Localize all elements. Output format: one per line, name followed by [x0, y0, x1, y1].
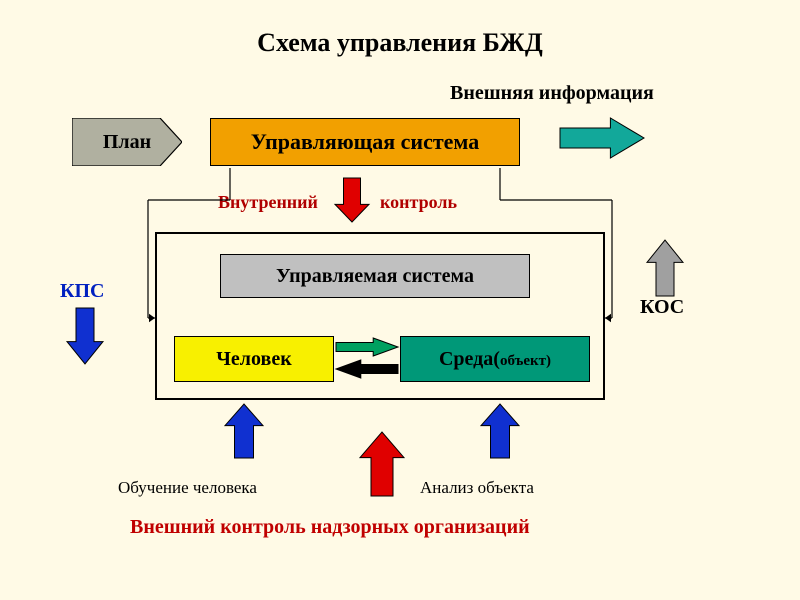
plan-label: План [103, 131, 151, 154]
environment-label: Среда(объект) [439, 348, 551, 371]
internal-control-right: контроль [380, 192, 457, 213]
external-arrow-icon [560, 118, 644, 158]
learning-arrow-icon [225, 404, 263, 458]
controlled-system-box: Управляемая система [220, 254, 530, 298]
controlling-system-box: Управляющая система [210, 118, 520, 166]
kos-label: КОС [640, 296, 684, 319]
diagram-canvas: Схема управления БЖД Внешняя информация … [0, 0, 800, 600]
plan-box: План [72, 118, 182, 166]
external-info-label: Внешняя информация [450, 82, 654, 105]
human-box: Человек [174, 336, 334, 382]
analysis-label: Анализ объекта [420, 478, 534, 498]
internal-control-left: Внутренний [218, 192, 318, 213]
learning-label: Обучение человека [118, 478, 257, 498]
external-control-arrow-icon [360, 432, 404, 496]
kps-label: КПС [60, 280, 105, 303]
kps-arrow-icon [67, 308, 103, 364]
external-control-label: Внешний контроль надзорных организаций [130, 516, 530, 539]
human-label: Человек [216, 348, 291, 371]
internal-control-arrow-icon [335, 178, 369, 222]
environment-box: Среда(объект) [400, 336, 590, 382]
controlled-system-label: Управляемая система [276, 265, 474, 288]
controlling-system-label: Управляющая система [251, 129, 480, 155]
diagram-title: Схема управления БЖД [0, 28, 800, 58]
kos-arrow-icon [647, 240, 683, 296]
analysis-arrow-icon [481, 404, 519, 458]
